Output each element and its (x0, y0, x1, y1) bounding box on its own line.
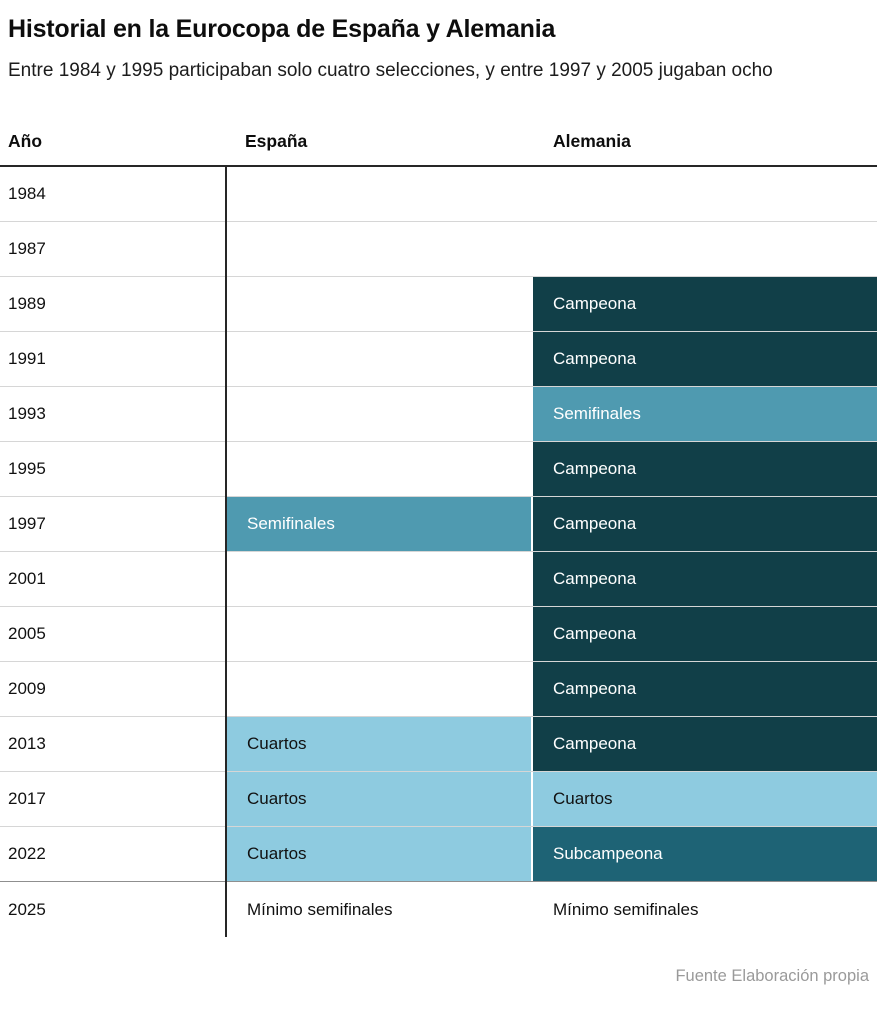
table-row-2022: 2022 Cuartos Subcampeona (0, 827, 877, 882)
eurocopa-table: Año España Alemania 1984 1987 1989 Campeona… (0, 131, 877, 937)
espana-cell (225, 387, 533, 441)
alemania-result: Mínimo semifinales (553, 899, 699, 919)
espana-cell (225, 332, 533, 386)
table-header-row: Año España Alemania (0, 131, 877, 167)
alemania-cell (533, 222, 877, 276)
alemania-result: Campeona (533, 332, 877, 386)
chart-title: Historial en la Eurocopa de España y Ale… (8, 15, 556, 43)
espana-cell: Semifinales (225, 497, 533, 551)
year-label: 1997 (8, 514, 46, 533)
year-label: 1993 (8, 404, 46, 423)
alemania-result: Campeona (533, 497, 877, 551)
alemania-cell: Campeona (533, 497, 877, 551)
espana-result: Cuartos (227, 772, 531, 826)
table-row-1995: 1995 Campeona (0, 442, 877, 497)
year-label: 2013 (8, 734, 46, 753)
alemania-result: Campeona (533, 277, 877, 331)
alemania-result: Campeona (533, 442, 877, 496)
alemania-cell: Campeona (533, 332, 877, 386)
table-row-2009: 2009 Campeona (0, 662, 877, 717)
table-row-2001: 2001 Campeona (0, 552, 877, 607)
alemania-cell: Campeona (533, 717, 877, 771)
espana-cell: Cuartos (225, 827, 533, 881)
espana-cell (225, 277, 533, 331)
alemania-cell: Semifinales (533, 387, 877, 441)
source-note: Fuente Elaboración propia (675, 967, 869, 985)
espana-cell (225, 222, 533, 276)
espana-cell (225, 607, 533, 661)
table-row-2005: 2005 Campeona (0, 607, 877, 662)
espana-cell: Mínimo semifinales (225, 882, 533, 937)
espana-result: Cuartos (227, 717, 531, 771)
table-row-1991: 1991 Campeona (0, 332, 877, 387)
alemania-result: Campeona (533, 662, 877, 716)
year-axis-line (225, 167, 227, 937)
table-row-2025: 2025 Mínimo semifinales Mínimo semifinales (0, 882, 877, 937)
alemania-result: Semifinales (533, 387, 877, 441)
year-label: 1987 (8, 239, 46, 258)
col-header-espana: España (245, 131, 308, 151)
year-label: 1991 (8, 349, 46, 368)
espana-cell (225, 662, 533, 716)
alemania-cell: Campeona (533, 607, 877, 661)
year-label: 1995 (8, 459, 46, 478)
alemania-cell: Subcampeona (533, 827, 877, 881)
year-label: 2005 (8, 624, 46, 643)
year-label: 2022 (8, 844, 46, 863)
espana-cell: Cuartos (225, 772, 533, 826)
alemania-cell (533, 167, 877, 221)
chart-subtitle: Entre 1984 y 1995 participaban solo cuat… (8, 60, 773, 81)
alemania-result: Campeona (533, 717, 877, 771)
col-header-year: Año (8, 131, 43, 151)
table-row-1984: 1984 (0, 167, 877, 222)
table-row-1989: 1989 Campeona (0, 277, 877, 332)
year-label: 2001 (8, 569, 46, 588)
table-row-1993: 1993 Semifinales (0, 387, 877, 442)
alemania-result: Cuartos (533, 772, 877, 826)
espana-cell (225, 442, 533, 496)
espana-result: Mínimo semifinales (247, 899, 393, 919)
table-row-1987: 1987 (0, 222, 877, 277)
espana-result: Cuartos (227, 827, 531, 881)
alemania-cell: Mínimo semifinales (533, 882, 877, 937)
alemania-result: Subcampeona (533, 827, 877, 881)
espana-result: Semifinales (227, 497, 531, 551)
alemania-result: Campeona (533, 552, 877, 606)
year-label: 1989 (8, 294, 46, 313)
table-row-2017: 2017 Cuartos Cuartos (0, 772, 877, 827)
espana-cell (225, 552, 533, 606)
alemania-cell: Campeona (533, 277, 877, 331)
espana-cell: Cuartos (225, 717, 533, 771)
year-label: 2025 (8, 899, 46, 919)
alemania-cell: Cuartos (533, 772, 877, 826)
alemania-result: Campeona (533, 607, 877, 661)
alemania-cell: Campeona (533, 662, 877, 716)
espana-cell (225, 167, 533, 221)
year-label: 1984 (8, 184, 46, 203)
table-row-2013: 2013 Cuartos Campeona (0, 717, 877, 772)
year-label: 2017 (8, 789, 46, 808)
alemania-cell: Campeona (533, 552, 877, 606)
year-label: 2009 (8, 679, 46, 698)
table-row-1997: 1997 Semifinales Campeona (0, 497, 877, 552)
alemania-cell: Campeona (533, 442, 877, 496)
table-body: 1984 1987 1989 Campeona 1991 Campeona 1993 Semi… (0, 167, 877, 937)
col-header-alemania: Alemania (553, 131, 631, 151)
